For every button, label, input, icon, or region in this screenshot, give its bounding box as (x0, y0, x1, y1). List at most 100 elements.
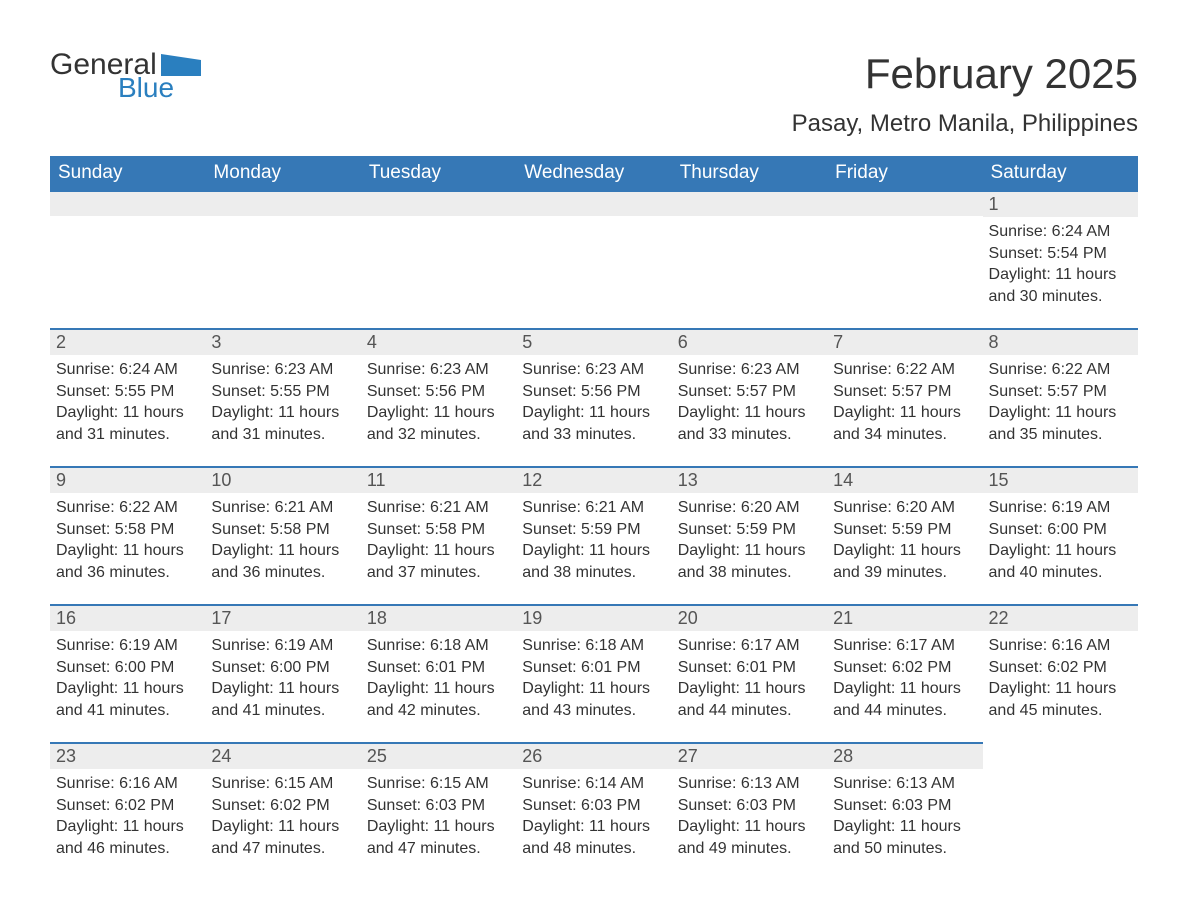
calendar-day-cell: 12Sunrise: 6:21 AMSunset: 5:59 PMDayligh… (516, 466, 671, 604)
day-sunrise: Sunrise: 6:17 AM (678, 635, 821, 657)
day-sunset: Sunset: 6:01 PM (678, 657, 821, 679)
day-sunrise: Sunrise: 6:13 AM (833, 773, 976, 795)
day-sunrise: Sunrise: 6:14 AM (522, 773, 665, 795)
calendar-day-cell (50, 190, 205, 328)
day-day1: Daylight: 11 hours (522, 816, 665, 838)
day-sunrise: Sunrise: 6:21 AM (522, 497, 665, 519)
day-sunset: Sunset: 5:58 PM (367, 519, 510, 541)
calendar-day-cell: 1Sunrise: 6:24 AMSunset: 5:54 PMDaylight… (983, 190, 1138, 328)
day-sunrise: Sunrise: 6:16 AM (56, 773, 199, 795)
day-day2: and 38 minutes. (522, 562, 665, 584)
calendar-week-row: 1Sunrise: 6:24 AMSunset: 5:54 PMDaylight… (50, 190, 1138, 328)
day-number: 19 (516, 604, 671, 631)
day-day1: Daylight: 11 hours (522, 540, 665, 562)
day-sunrise: Sunrise: 6:23 AM (522, 359, 665, 381)
day-sunset: Sunset: 6:02 PM (211, 795, 354, 817)
day-sunset: Sunset: 5:55 PM (211, 381, 354, 403)
calendar-day-cell: 3Sunrise: 6:23 AMSunset: 5:55 PMDaylight… (205, 328, 360, 466)
day-day1: Daylight: 11 hours (833, 402, 976, 424)
day-day1: Daylight: 11 hours (56, 402, 199, 424)
day-number: 11 (361, 466, 516, 493)
day-details: Sunrise: 6:18 AMSunset: 6:01 PMDaylight:… (361, 631, 516, 731)
calendar-day-cell: 16Sunrise: 6:19 AMSunset: 6:00 PMDayligh… (50, 604, 205, 742)
day-sunrise: Sunrise: 6:22 AM (989, 359, 1132, 381)
day-number: 26 (516, 742, 671, 769)
day-sunset: Sunset: 6:03 PM (678, 795, 821, 817)
day-details: Sunrise: 6:21 AMSunset: 5:58 PMDaylight:… (361, 493, 516, 593)
day-details: Sunrise: 6:23 AMSunset: 5:55 PMDaylight:… (205, 355, 360, 455)
day-number: 4 (361, 328, 516, 355)
day-day2: and 46 minutes. (56, 838, 199, 860)
day-day1: Daylight: 11 hours (56, 540, 199, 562)
day-number: 20 (672, 604, 827, 631)
day-sunrise: Sunrise: 6:21 AM (367, 497, 510, 519)
day-sunrise: Sunrise: 6:18 AM (367, 635, 510, 657)
day-day1: Daylight: 11 hours (367, 402, 510, 424)
day-details: Sunrise: 6:20 AMSunset: 5:59 PMDaylight:… (672, 493, 827, 593)
calendar-day-cell: 17Sunrise: 6:19 AMSunset: 6:00 PMDayligh… (205, 604, 360, 742)
day-sunrise: Sunrise: 6:16 AM (989, 635, 1132, 657)
day-sunset: Sunset: 6:03 PM (367, 795, 510, 817)
calendar-day-cell: 7Sunrise: 6:22 AMSunset: 5:57 PMDaylight… (827, 328, 982, 466)
calendar-day-cell: 9Sunrise: 6:22 AMSunset: 5:58 PMDaylight… (50, 466, 205, 604)
day-day2: and 37 minutes. (367, 562, 510, 584)
day-sunset: Sunset: 5:55 PM (56, 381, 199, 403)
empty-day-bar (516, 190, 671, 216)
calendar-day-cell: 21Sunrise: 6:17 AMSunset: 6:02 PMDayligh… (827, 604, 982, 742)
day-sunrise: Sunrise: 6:19 AM (56, 635, 199, 657)
day-sunset: Sunset: 5:59 PM (833, 519, 976, 541)
day-day1: Daylight: 11 hours (678, 540, 821, 562)
day-details: Sunrise: 6:15 AMSunset: 6:02 PMDaylight:… (205, 769, 360, 869)
day-day1: Daylight: 11 hours (678, 816, 821, 838)
day-number: 13 (672, 466, 827, 493)
day-sunrise: Sunrise: 6:23 AM (367, 359, 510, 381)
day-sunset: Sunset: 6:03 PM (522, 795, 665, 817)
day-number: 15 (983, 466, 1138, 493)
day-day1: Daylight: 11 hours (833, 678, 976, 700)
calendar-day-cell: 10Sunrise: 6:21 AMSunset: 5:58 PMDayligh… (205, 466, 360, 604)
day-details: Sunrise: 6:24 AMSunset: 5:55 PMDaylight:… (50, 355, 205, 455)
day-sunrise: Sunrise: 6:18 AM (522, 635, 665, 657)
day-details: Sunrise: 6:21 AMSunset: 5:58 PMDaylight:… (205, 493, 360, 593)
weekday-header: Friday (827, 156, 982, 190)
day-sunrise: Sunrise: 6:19 AM (211, 635, 354, 657)
calendar-day-cell: 28Sunrise: 6:13 AMSunset: 6:03 PMDayligh… (827, 742, 982, 880)
day-day2: and 31 minutes. (56, 424, 199, 446)
day-sunrise: Sunrise: 6:24 AM (989, 221, 1132, 243)
day-day1: Daylight: 11 hours (678, 402, 821, 424)
day-number: 8 (983, 328, 1138, 355)
day-number: 6 (672, 328, 827, 355)
day-number: 10 (205, 466, 360, 493)
day-day2: and 36 minutes. (56, 562, 199, 584)
day-details: Sunrise: 6:16 AMSunset: 6:02 PMDaylight:… (983, 631, 1138, 731)
day-day2: and 44 minutes. (678, 700, 821, 722)
day-day1: Daylight: 11 hours (989, 678, 1132, 700)
day-sunrise: Sunrise: 6:21 AM (211, 497, 354, 519)
day-day1: Daylight: 11 hours (678, 678, 821, 700)
day-sunset: Sunset: 6:02 PM (56, 795, 199, 817)
day-number: 3 (205, 328, 360, 355)
day-number: 21 (827, 604, 982, 631)
day-day2: and 50 minutes. (833, 838, 976, 860)
calendar-day-cell: 2Sunrise: 6:24 AMSunset: 5:55 PMDaylight… (50, 328, 205, 466)
day-day2: and 47 minutes. (211, 838, 354, 860)
weekday-header: Sunday (50, 156, 205, 190)
day-details: Sunrise: 6:19 AMSunset: 6:00 PMDaylight:… (50, 631, 205, 731)
day-number: 7 (827, 328, 982, 355)
weekday-header: Saturday (983, 156, 1138, 190)
day-details: Sunrise: 6:19 AMSunset: 6:00 PMDaylight:… (983, 493, 1138, 593)
day-sunrise: Sunrise: 6:20 AM (833, 497, 976, 519)
day-number: 14 (827, 466, 982, 493)
calendar-day-cell: 18Sunrise: 6:18 AMSunset: 6:01 PMDayligh… (361, 604, 516, 742)
day-day1: Daylight: 11 hours (211, 540, 354, 562)
calendar-day-cell: 13Sunrise: 6:20 AMSunset: 5:59 PMDayligh… (672, 466, 827, 604)
day-day2: and 41 minutes. (56, 700, 199, 722)
day-details: Sunrise: 6:23 AMSunset: 5:56 PMDaylight:… (516, 355, 671, 455)
page-title: February 2025 (865, 50, 1138, 98)
calendar-day-cell: 24Sunrise: 6:15 AMSunset: 6:02 PMDayligh… (205, 742, 360, 880)
day-day2: and 47 minutes. (367, 838, 510, 860)
day-day1: Daylight: 11 hours (989, 540, 1132, 562)
day-number: 27 (672, 742, 827, 769)
day-day2: and 30 minutes. (989, 286, 1132, 308)
day-day1: Daylight: 11 hours (367, 816, 510, 838)
